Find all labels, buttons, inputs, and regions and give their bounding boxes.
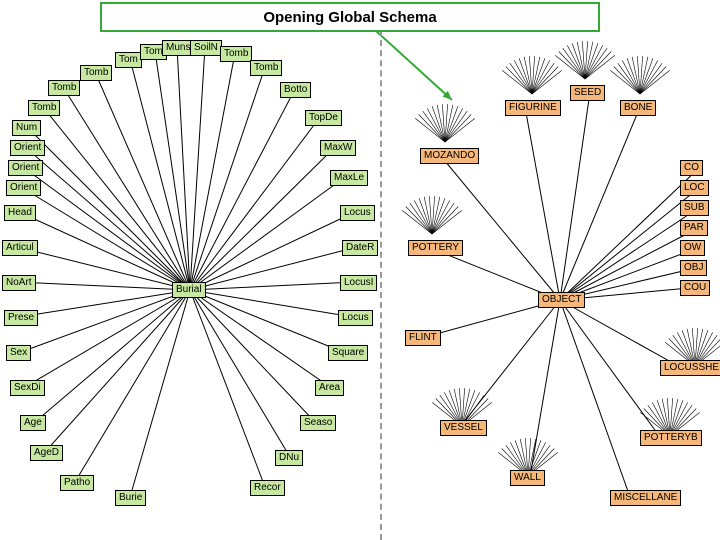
node-sexdi: SexDi [10, 380, 45, 396]
node-potteryb: POTTERYB [640, 430, 702, 446]
node-obj: OBJ [680, 260, 707, 276]
node-soiln: SoilN [190, 40, 222, 56]
node-dnu: DNu [275, 450, 303, 466]
divider-line [380, 30, 382, 540]
node-patho: Patho [60, 475, 94, 491]
node-miscellane: MISCELLANE [610, 490, 681, 506]
node-tomb: Tomb [220, 46, 252, 62]
diagram-lines [0, 0, 720, 540]
node-tomb: Tomb [48, 80, 80, 96]
node-orient: Orient [6, 180, 41, 196]
node-seaso: Seaso [300, 415, 336, 431]
node-flint: FLINT [405, 330, 441, 346]
node-burial: Burial [172, 282, 206, 298]
node-noart: NoArt [2, 275, 36, 291]
node-locus: Locus [340, 205, 375, 221]
node-co: CO [680, 160, 703, 176]
node-tom: Tom [115, 52, 142, 68]
node-tomb: Tomb [28, 100, 60, 116]
node-dater: DateR [342, 240, 378, 256]
node-square: Square [328, 345, 368, 361]
title-text: Opening Global Schema [263, 9, 436, 26]
node-sex: Sex [6, 345, 31, 361]
node-ow: OW [680, 240, 705, 256]
node-botto: Botto [280, 82, 311, 98]
node-loc: LOC [680, 180, 709, 196]
node-par: PAR [680, 220, 708, 236]
node-bone: BONE [620, 100, 656, 116]
node-area: Area [315, 380, 344, 396]
node-locusi: LocusI [340, 275, 377, 291]
node-wall: WALL [510, 470, 545, 486]
node-mozando: MOZANDO [420, 148, 479, 164]
node-maxle: MaxLe [330, 170, 368, 186]
node-topde: TopDe [305, 110, 342, 126]
node-locusshe: LOCUSSHE [660, 360, 720, 376]
node-locus: Locus [338, 310, 373, 326]
title-box: Opening Global Schema [100, 2, 600, 32]
node-vessel: VESSEL [440, 420, 487, 436]
node-figurine: FIGURINE [505, 100, 561, 116]
node-seed: SEED [570, 85, 605, 101]
node-articul: Articul [2, 240, 38, 256]
node-aged: AgeD [30, 445, 63, 461]
node-tomb: Tomb [80, 65, 112, 81]
node-pottery: POTTERY [408, 240, 463, 256]
node-tomb: Tomb [250, 60, 282, 76]
node-orient: Orient [8, 160, 43, 176]
node-object: OBJECT [538, 292, 585, 308]
node-sub: SUB [680, 200, 709, 216]
node-prese: Prese [4, 310, 38, 326]
node-num: Num [12, 120, 41, 136]
node-cou: COU [680, 280, 710, 296]
node-head: Head [4, 205, 36, 221]
node-recor: Recor [250, 480, 285, 496]
node-burie: Burie [115, 490, 146, 506]
node-orient: Orient [10, 140, 45, 156]
node-age: Age [20, 415, 46, 431]
node-maxw: MaxW [320, 140, 356, 156]
